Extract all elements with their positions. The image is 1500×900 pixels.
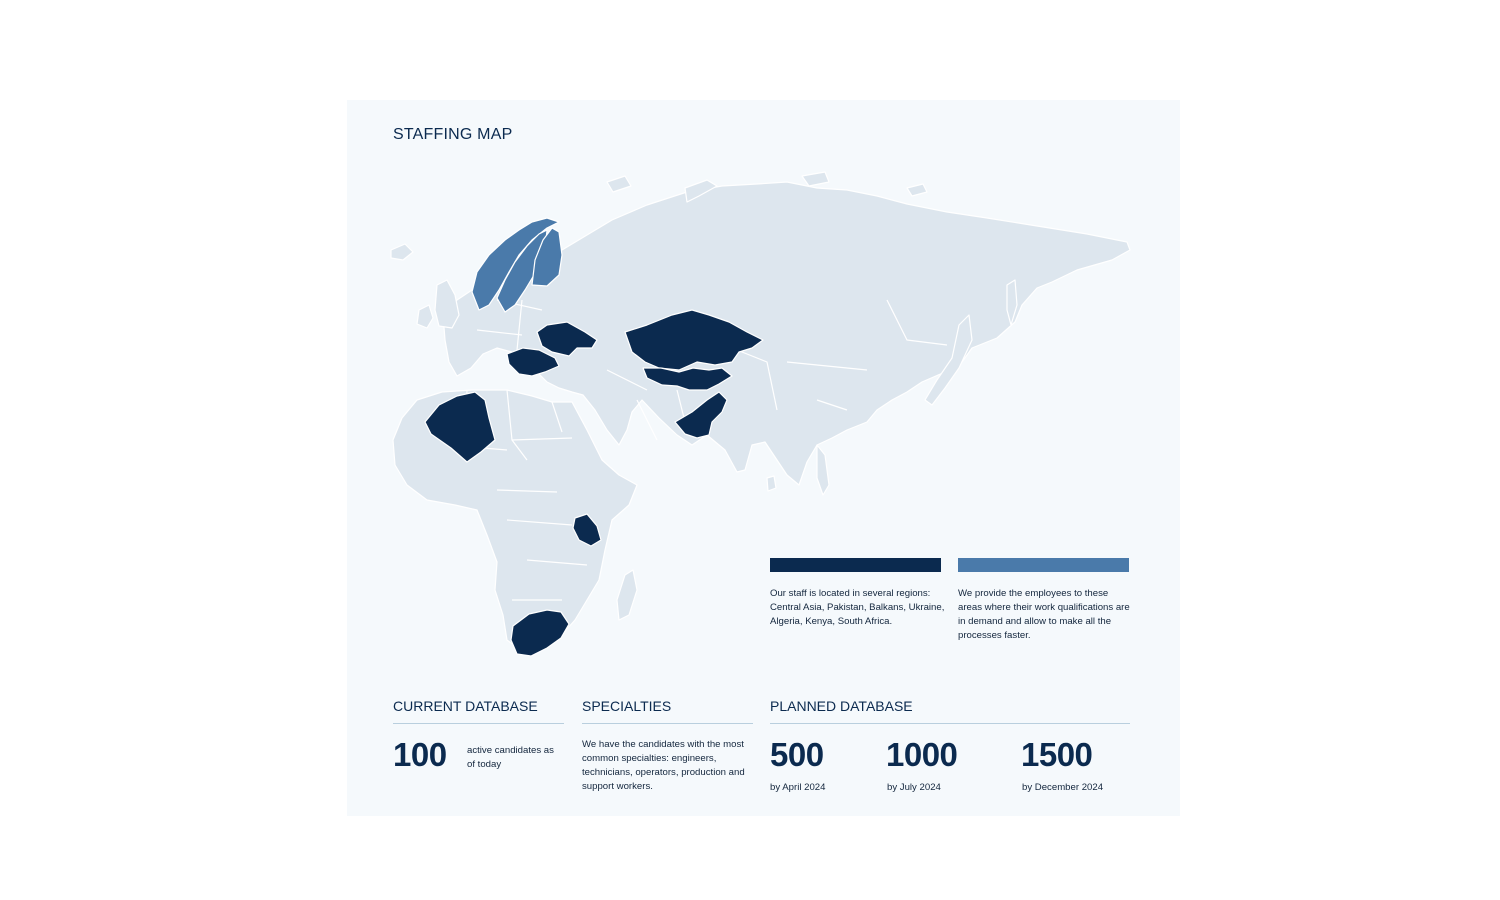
land-iceland	[390, 243, 414, 261]
planned-database-heading: PLANNED DATABASE	[770, 698, 1130, 724]
current-database-note: active candidates as of today	[467, 745, 554, 770]
planned-label-3: by December 2024	[1022, 782, 1104, 793]
region-algeria	[424, 391, 496, 463]
region-pakistan	[674, 391, 728, 439]
employment-regions	[471, 217, 563, 313]
land-new-siberian-islands	[906, 183, 928, 197]
specialties-heading: SPECIALTIES	[582, 698, 753, 724]
land-madagascar	[616, 569, 638, 621]
region-south-africa	[510, 609, 570, 657]
staff-regions	[424, 309, 764, 657]
region-ukraine	[536, 321, 598, 357]
world-map	[390, 171, 1131, 657]
land-japan	[924, 314, 973, 406]
land-sri-lanka	[766, 475, 777, 492]
land-sakhalin	[1006, 279, 1018, 326]
legend-bar-employment	[958, 558, 1129, 572]
staffing-map-card: STAFFING MAP	[347, 100, 1180, 816]
land-severnaya-zemlya	[801, 171, 830, 187]
land-ireland	[416, 304, 434, 329]
planned-label-1: by April 2024	[770, 782, 826, 793]
region-kazakhstan	[624, 309, 764, 371]
current-database-value: 100	[393, 736, 447, 773]
current-database-heading: CURRENT DATABASE	[393, 698, 564, 724]
region-balkans	[506, 347, 560, 377]
planned-label-2: by July 2024	[887, 782, 941, 793]
map-land	[390, 171, 1131, 653]
land-novaya-zemlya	[684, 179, 718, 203]
specialties-text: We have the candidates with the most com…	[582, 739, 745, 792]
land-great-britain	[434, 279, 460, 329]
region-norway	[471, 217, 560, 311]
planned-value-1: 500	[770, 736, 824, 773]
region-central-asia	[642, 367, 733, 391]
planned-value-3: 1500	[1021, 736, 1093, 773]
region-kenya	[572, 513, 602, 547]
land-svalbard	[606, 175, 632, 193]
legend-text-employment: We provide the employees to these areas …	[958, 588, 1130, 641]
legend-text-staff: Our staff is located in several regions:…	[770, 588, 945, 627]
page-title: STAFFING MAP	[393, 126, 513, 143]
planned-value-2: 1000	[886, 736, 958, 773]
legend-bar-staff	[770, 558, 941, 572]
land-eurasia	[442, 181, 1131, 486]
land-malay-peninsula	[816, 444, 830, 496]
region-finland	[531, 227, 563, 287]
